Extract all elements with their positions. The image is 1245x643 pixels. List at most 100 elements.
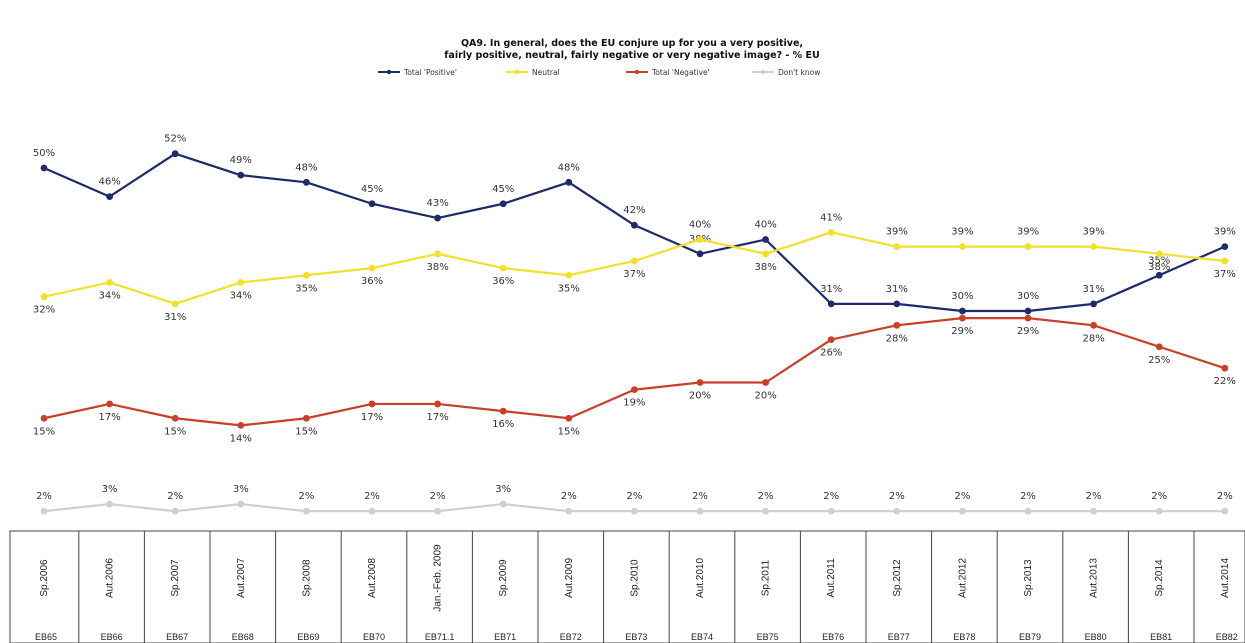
data-point-1-6 bbox=[434, 250, 441, 258]
data-label-2-5: 17% bbox=[361, 412, 383, 423]
data-label-1-4: 35% bbox=[295, 283, 317, 294]
data-label-3-5: 2% bbox=[364, 491, 380, 502]
x-date-label-3: Aut.2007 bbox=[236, 558, 247, 598]
x-wave-label-4: EB69 bbox=[297, 632, 319, 642]
series-line-2 bbox=[43, 317, 1226, 427]
data-point-1-16 bbox=[1090, 243, 1097, 251]
x-wave-label-1: EB66 bbox=[101, 632, 123, 642]
data-point-0-4 bbox=[303, 178, 310, 186]
data-point-2-18 bbox=[1221, 364, 1229, 372]
data-point-1-8 bbox=[565, 271, 573, 279]
data-point-1-15 bbox=[1024, 243, 1032, 251]
data-point-3-11 bbox=[762, 507, 769, 515]
chart-title-line-1: QA9. In general, does the EU conjure up … bbox=[461, 38, 803, 49]
x-date-label-12: Aut.2011 bbox=[826, 558, 837, 598]
data-point-3-5 bbox=[368, 507, 376, 515]
data-label-1-13: 39% bbox=[886, 227, 908, 238]
data-point-2-13 bbox=[893, 321, 901, 329]
x-wave-label-16: EB80 bbox=[1085, 632, 1107, 642]
data-point-2-7 bbox=[499, 407, 507, 415]
data-label-2-8: 15% bbox=[558, 426, 580, 437]
data-label-3-16: 2% bbox=[1086, 491, 1102, 502]
data-label-3-18: 2% bbox=[1217, 491, 1233, 502]
data-label-0-17: 35% bbox=[1148, 255, 1170, 266]
data-point-0-8 bbox=[565, 178, 573, 186]
series-layer: 50%46%52%49%48%45%43%45%48%42%38%40%31%3… bbox=[33, 134, 1236, 515]
legend-entry-2: Total 'Negative' bbox=[626, 68, 710, 77]
data-point-1-7 bbox=[499, 264, 507, 272]
data-point-0-0 bbox=[40, 164, 48, 172]
legend-marker-1 bbox=[514, 69, 520, 75]
data-label-1-14: 39% bbox=[951, 227, 973, 238]
x-date-label-9: Sp.2010 bbox=[629, 559, 640, 597]
data-point-0-14 bbox=[959, 307, 966, 315]
legend-marker-3 bbox=[760, 69, 766, 75]
data-label-0-12: 31% bbox=[820, 284, 842, 295]
data-label-0-13: 31% bbox=[886, 284, 908, 295]
chart-title: QA9. In general, does the EU conjure up … bbox=[444, 38, 819, 61]
x-wave-label-13: EB77 bbox=[888, 632, 910, 642]
data-label-2-6: 17% bbox=[426, 412, 448, 423]
data-label-0-7: 45% bbox=[492, 184, 514, 195]
series-line-0 bbox=[43, 152, 1226, 313]
x-wave-label-7: EB71 bbox=[494, 632, 516, 642]
data-label-2-12: 26% bbox=[820, 348, 842, 359]
x-wave-label-0: EB65 bbox=[35, 632, 57, 642]
data-label-3-10: 2% bbox=[692, 491, 708, 502]
data-point-0-13 bbox=[893, 300, 901, 308]
data-label-0-5: 45% bbox=[361, 184, 383, 195]
data-label-2-14: 29% bbox=[951, 326, 973, 337]
data-point-2-0 bbox=[40, 414, 48, 422]
data-label-2-11: 20% bbox=[754, 391, 776, 402]
data-point-1-10 bbox=[696, 236, 704, 243]
data-point-2-11 bbox=[762, 379, 769, 386]
data-label-1-17: 38% bbox=[1148, 262, 1170, 273]
x-wave-label-10: EB74 bbox=[691, 632, 713, 642]
legend-entry-1: Neutral bbox=[506, 68, 560, 77]
data-point-3-4 bbox=[303, 507, 310, 515]
data-point-0-11 bbox=[762, 236, 769, 243]
data-label-2-18: 22% bbox=[1214, 376, 1236, 387]
data-point-3-16 bbox=[1090, 507, 1097, 515]
x-date-label-15: Sp.2013 bbox=[1023, 559, 1034, 597]
data-point-0-16 bbox=[1090, 300, 1097, 308]
x-date-label-2: Sp.2007 bbox=[170, 559, 181, 597]
x-wave-label-15: EB79 bbox=[1019, 632, 1041, 642]
data-label-2-7: 16% bbox=[492, 419, 514, 430]
data-label-1-2: 31% bbox=[164, 312, 186, 323]
data-label-0-9: 42% bbox=[623, 205, 645, 216]
data-point-0-12 bbox=[827, 300, 835, 308]
x-date-label-13: Sp.2012 bbox=[892, 559, 903, 597]
x-date-label-14: Aut.2012 bbox=[957, 558, 968, 598]
x-date-label-1: Aut.2006 bbox=[105, 558, 116, 598]
legend-label-0: Total 'Positive' bbox=[403, 68, 457, 77]
data-point-0-1 bbox=[106, 193, 113, 201]
data-point-0-3 bbox=[237, 171, 245, 179]
chart-legend: Total 'Positive' Neutral Total 'Negative' D… bbox=[378, 68, 820, 77]
data-label-1-7: 36% bbox=[492, 276, 514, 287]
data-point-2-4 bbox=[303, 414, 310, 422]
x-wave-label-3: EB68 bbox=[232, 632, 254, 642]
data-label-2-0: 15% bbox=[33, 426, 55, 437]
legend-label-3: Don't know bbox=[778, 68, 820, 77]
data-point-2-2 bbox=[171, 414, 179, 422]
data-label-2-9: 19% bbox=[623, 398, 645, 409]
data-label-3-4: 2% bbox=[298, 491, 314, 502]
data-point-2-17 bbox=[1155, 343, 1163, 351]
data-point-2-14 bbox=[959, 314, 966, 322]
data-label-1-15: 39% bbox=[1017, 227, 1039, 238]
data-label-2-16: 28% bbox=[1082, 333, 1104, 344]
data-label-1-0: 32% bbox=[33, 305, 55, 316]
data-point-2-1 bbox=[106, 400, 113, 408]
data-point-0-9 bbox=[631, 221, 638, 229]
data-label-0-16: 31% bbox=[1082, 284, 1104, 295]
data-label-1-1: 34% bbox=[98, 290, 120, 301]
data-point-3-17 bbox=[1155, 507, 1163, 515]
data-label-0-1: 46% bbox=[98, 177, 120, 188]
data-point-0-10 bbox=[696, 250, 704, 258]
x-wave-label-18: EB82 bbox=[1216, 632, 1238, 642]
data-point-2-16 bbox=[1090, 321, 1097, 329]
x-axis-table: Sp.2006 EB65 Aut.2006 EB66 Sp.2007 EB67 Aut.20… bbox=[9, 530, 1245, 643]
x-date-label-10: Aut.2010 bbox=[695, 558, 706, 598]
x-date-label-11: Sp.2011 bbox=[761, 559, 772, 596]
